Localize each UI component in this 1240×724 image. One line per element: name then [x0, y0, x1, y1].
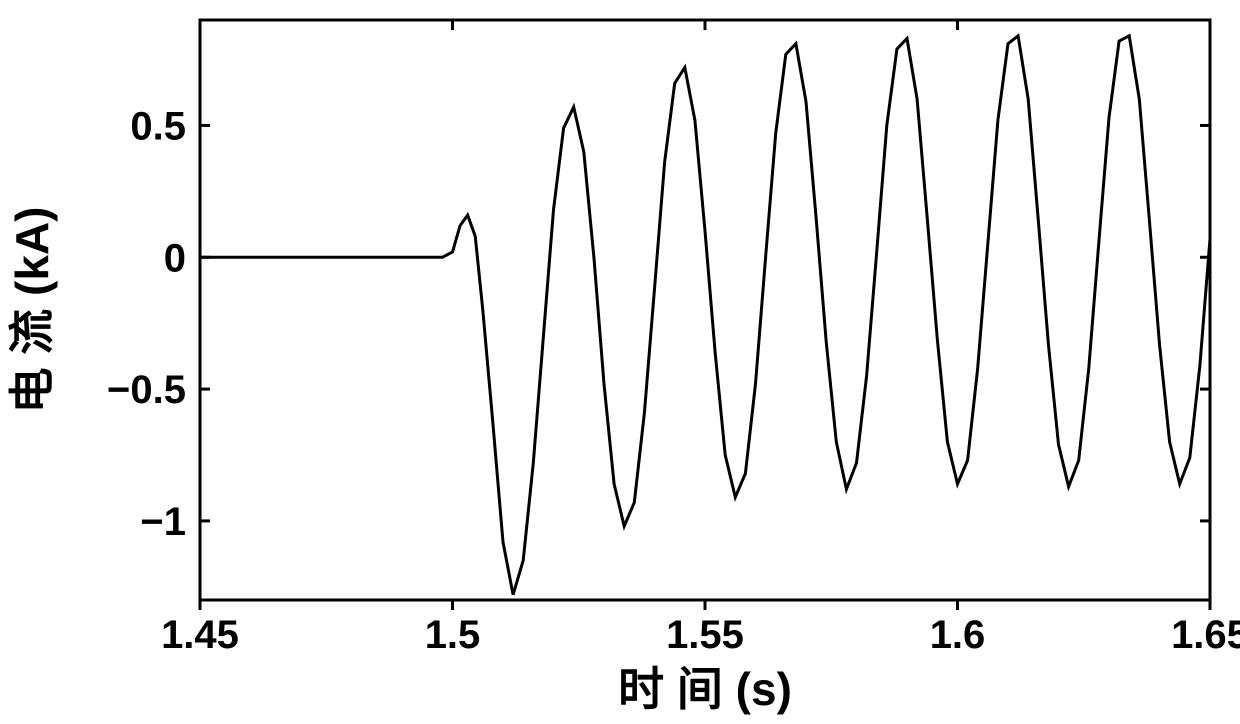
- y-tick-label: 0.5: [130, 104, 186, 148]
- x-tick-label: 1.45: [161, 613, 239, 657]
- x-axis-label: 时 间 (s): [618, 663, 792, 715]
- x-tick-label: 1.5: [425, 613, 481, 657]
- x-tick-label: 1.65: [1171, 613, 1240, 657]
- y-tick-label: −1: [140, 500, 186, 544]
- plot-box: [200, 20, 1210, 600]
- chart-container: 1.45 1.5 1.55 1.6 1.65 −1 −0.5 0 0.5 时 间 (s) 电 流 (…: [0, 0, 1240, 724]
- line-chart: 1.45 1.5 1.55 1.6 1.65 −1 −0.5 0 0.5 时 间 (s) 电 流 (…: [0, 0, 1240, 724]
- y-tick-label: −0.5: [107, 368, 186, 412]
- y-axis-label: 电 流 (kA): [6, 207, 58, 414]
- y-tick-label: 0: [164, 236, 186, 280]
- x-tick-label: 1.55: [666, 613, 744, 657]
- x-tick-label: 1.6: [930, 613, 986, 657]
